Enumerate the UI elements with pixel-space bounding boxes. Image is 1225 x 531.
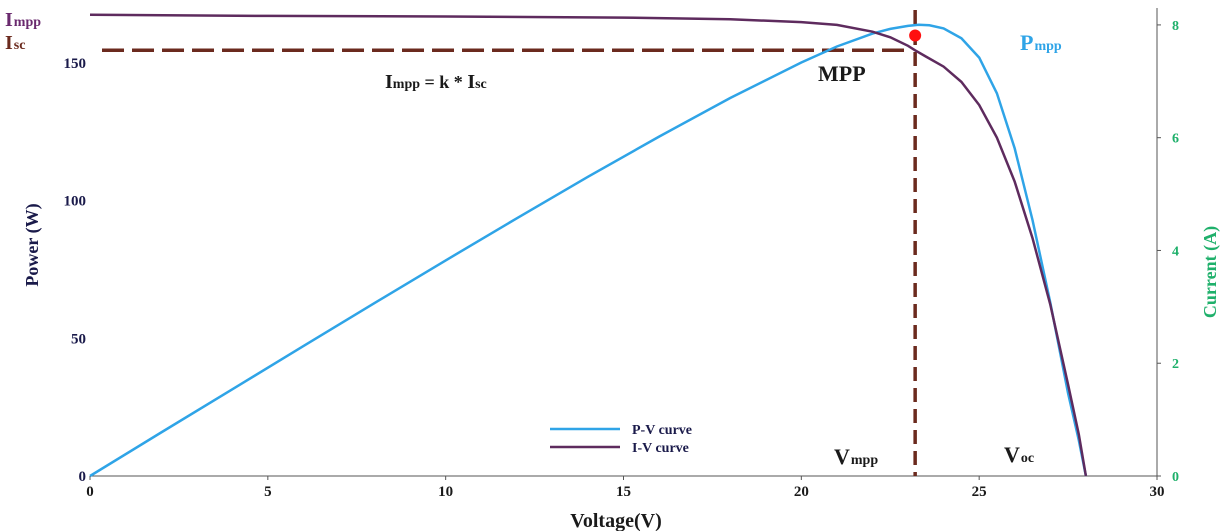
pmpp-label: Pmpp	[1020, 30, 1062, 55]
right-axis-ticks: 0 2 4 6 8	[1157, 19, 1179, 485]
left-axis-title: Power (W)	[22, 203, 43, 286]
x-tick-label: 20	[794, 484, 809, 500]
formula-sub: mpp	[393, 77, 420, 92]
pv-curve	[89, 23, 1088, 478]
left-tick-label: 100	[64, 194, 87, 210]
formula-label: Impp = k * Isc	[385, 71, 487, 93]
legend-pv-label: P-V curve	[632, 423, 692, 438]
impp-label: Impp	[5, 9, 41, 31]
voc-sub: oc	[1021, 451, 1034, 466]
vmpp-label: Vmpp	[834, 444, 878, 469]
iv-curve	[89, 13, 1088, 477]
x-axis-title: Voltage(V)	[570, 510, 661, 531]
right-tick-label: 2	[1172, 357, 1179, 372]
right-tick-label: 0	[1172, 470, 1179, 485]
left-axis-ticks: 0 50 100 150	[64, 56, 87, 485]
x-tick-label: 5	[264, 484, 272, 500]
left-tick-label: 0	[79, 469, 87, 485]
vmpp-sub: mpp	[851, 453, 878, 468]
right-tick-label: 6	[1172, 132, 1179, 147]
x-tick-label: 10	[438, 484, 453, 500]
x-tick-label: 0	[86, 484, 94, 500]
formula-main: I	[385, 71, 393, 93]
voc-main: V	[1004, 442, 1020, 467]
right-tick-label: 8	[1172, 19, 1179, 34]
voc-label: Voc	[1004, 442, 1034, 467]
x-tick-label: 30	[1150, 484, 1165, 500]
mpp-point	[909, 29, 922, 42]
left-tick-label: 150	[64, 56, 87, 72]
x-tick-label: 15	[616, 484, 631, 500]
impp-label-main: I	[5, 9, 13, 31]
formula-main2: I	[467, 71, 475, 93]
impp-label-sub: mpp	[14, 15, 41, 30]
isc-label: Isc	[5, 32, 25, 54]
pmpp-sub: mpp	[1034, 39, 1061, 54]
formula-sub2: sc	[475, 77, 487, 92]
formula-mid: = k *	[420, 72, 467, 92]
right-axis-title: Current (A)	[1200, 226, 1221, 318]
x-tick-label: 25	[972, 484, 987, 500]
mpp-label: MPP	[818, 61, 866, 86]
left-tick-label: 50	[71, 331, 86, 347]
legend: P-V curve I-V curve	[550, 423, 692, 456]
vmpp-main: V	[834, 444, 850, 469]
bottom-axis-ticks: 0 5 10 15 20 25 30	[86, 476, 1165, 500]
isc-label-sub: sc	[14, 38, 26, 53]
isc-label-main: I	[5, 32, 13, 54]
right-tick-label: 4	[1172, 244, 1179, 259]
legend-iv-label: I-V curve	[632, 441, 689, 456]
pmpp-main: P	[1020, 30, 1033, 55]
